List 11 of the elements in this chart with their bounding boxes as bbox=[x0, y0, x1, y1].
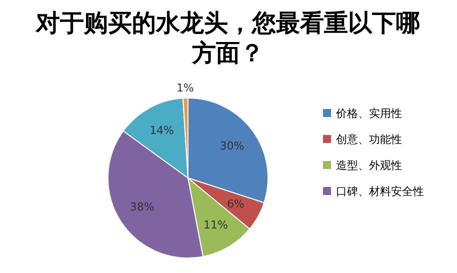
legend-label: 价格、实用性 bbox=[336, 106, 402, 120]
data-label: 11% bbox=[203, 218, 228, 232]
data-label: 1% bbox=[176, 82, 194, 95]
data-label: 14% bbox=[150, 124, 174, 137]
data-label: 38% bbox=[130, 200, 154, 214]
data-label: 30% bbox=[220, 140, 244, 153]
data-label: 6% bbox=[226, 198, 244, 211]
chart-title: 对于购买的水龙头，您最看重以下哪方面？ bbox=[34, 8, 421, 68]
legend-label: 口碑、材料安全性 bbox=[336, 184, 424, 198]
legend-label: 创意、功能性 bbox=[336, 132, 402, 146]
legend-label: 造型、外观性 bbox=[336, 158, 402, 172]
